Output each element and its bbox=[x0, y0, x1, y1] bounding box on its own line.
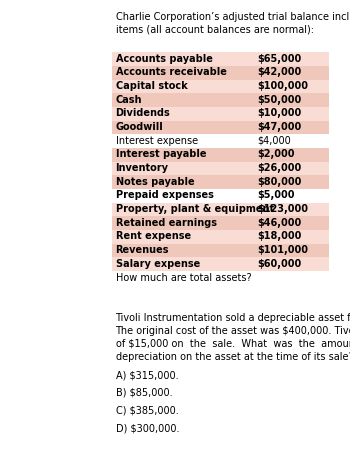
Text: Accounts payable: Accounts payable bbox=[116, 54, 212, 64]
FancyBboxPatch shape bbox=[112, 216, 329, 230]
Text: Prepaid expenses: Prepaid expenses bbox=[116, 190, 214, 200]
FancyBboxPatch shape bbox=[112, 175, 329, 189]
Text: Cash: Cash bbox=[116, 94, 142, 105]
FancyBboxPatch shape bbox=[112, 148, 329, 162]
Text: How much are total assets?: How much are total assets? bbox=[116, 273, 251, 283]
FancyBboxPatch shape bbox=[112, 52, 329, 66]
Text: Property, plant & equipment: Property, plant & equipment bbox=[116, 204, 274, 214]
Text: C) $385,000.: C) $385,000. bbox=[116, 406, 178, 416]
Text: B) $85,000.: B) $85,000. bbox=[116, 388, 172, 398]
Text: $60,000: $60,000 bbox=[257, 258, 301, 269]
FancyBboxPatch shape bbox=[112, 107, 329, 120]
Text: $101,000: $101,000 bbox=[257, 245, 308, 255]
Text: Retained earnings: Retained earnings bbox=[116, 218, 217, 228]
Text: Goodwill: Goodwill bbox=[116, 122, 163, 132]
Text: Interest expense: Interest expense bbox=[116, 136, 198, 146]
Text: $10,000: $10,000 bbox=[257, 108, 301, 119]
FancyBboxPatch shape bbox=[112, 94, 329, 107]
Text: Tivoli Instrumentation sold a depreciable asset for cash of $100,000.
The origin: Tivoli Instrumentation sold a depreciabl… bbox=[116, 313, 350, 362]
Text: Charlie Corporation’s adjusted trial balance included the following
items (all a: Charlie Corporation’s adjusted trial bal… bbox=[116, 12, 350, 34]
Text: $100,000: $100,000 bbox=[257, 81, 308, 91]
FancyBboxPatch shape bbox=[112, 120, 329, 134]
Text: $18,000: $18,000 bbox=[257, 231, 302, 241]
Text: $5,000: $5,000 bbox=[257, 190, 295, 200]
Text: Capital stock: Capital stock bbox=[116, 81, 187, 91]
Text: $65,000: $65,000 bbox=[257, 54, 301, 64]
Text: $47,000: $47,000 bbox=[257, 122, 301, 132]
Text: D) $300,000.: D) $300,000. bbox=[116, 423, 179, 433]
Text: $2,000: $2,000 bbox=[257, 149, 295, 159]
Text: $4,000: $4,000 bbox=[257, 136, 291, 146]
Text: $50,000: $50,000 bbox=[257, 94, 301, 105]
Text: Rent expense: Rent expense bbox=[116, 231, 191, 241]
Text: $123,000: $123,000 bbox=[257, 204, 308, 214]
Text: Dividends: Dividends bbox=[116, 108, 170, 119]
Text: Interest payable: Interest payable bbox=[116, 149, 206, 159]
Text: Accounts receivable: Accounts receivable bbox=[116, 67, 226, 77]
FancyBboxPatch shape bbox=[112, 230, 329, 244]
FancyBboxPatch shape bbox=[112, 80, 329, 93]
Text: $46,000: $46,000 bbox=[257, 218, 301, 228]
Text: Inventory: Inventory bbox=[116, 163, 168, 173]
Text: $80,000: $80,000 bbox=[257, 176, 302, 187]
FancyBboxPatch shape bbox=[112, 244, 329, 257]
Text: $26,000: $26,000 bbox=[257, 163, 301, 173]
Text: Salary expense: Salary expense bbox=[116, 258, 200, 269]
Text: Revenues: Revenues bbox=[116, 245, 169, 255]
FancyBboxPatch shape bbox=[112, 162, 329, 175]
Text: $42,000: $42,000 bbox=[257, 67, 301, 77]
Text: A) $315,000.: A) $315,000. bbox=[116, 370, 178, 381]
FancyBboxPatch shape bbox=[112, 203, 329, 216]
FancyBboxPatch shape bbox=[112, 257, 329, 271]
FancyBboxPatch shape bbox=[112, 66, 329, 80]
Text: Notes payable: Notes payable bbox=[116, 176, 194, 187]
